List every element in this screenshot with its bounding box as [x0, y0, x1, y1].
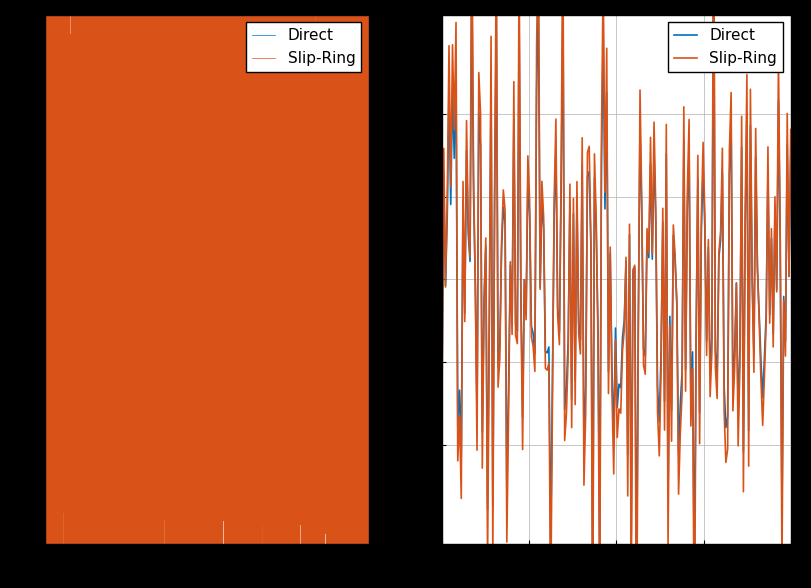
Direct: [530, 350, 540, 358]
Direct: [760, 353, 770, 360]
Legend: Direct, Slip-Ring: Direct, Slip-Ring: [247, 22, 362, 72]
Line: Direct: Direct: [45, 0, 369, 588]
Slip-Ring: [54, 308, 63, 315]
Legend: Direct, Slip-Ring: Direct, Slip-Ring: [668, 22, 783, 72]
Direct: [502, 489, 512, 496]
Direct: [103, 280, 113, 288]
Direct: [199, 220, 208, 228]
Slip-Ring: [760, 372, 770, 379]
Direct: [54, 247, 63, 254]
Direct: [41, 338, 51, 345]
Line: Slip-Ring: Slip-Ring: [45, 0, 369, 588]
Line: Slip-Ring: Slip-Ring: [442, 0, 791, 588]
Slip-Ring: [437, 399, 447, 406]
Direct: [364, 220, 374, 227]
Direct: [347, 240, 357, 247]
Slip-Ring: [103, 50, 113, 57]
Line: Direct: Direct: [442, 0, 791, 588]
Slip-Ring: [458, 178, 468, 185]
Direct: [786, 155, 796, 162]
Slip-Ring: [451, 19, 461, 26]
Slip-Ring: [502, 539, 512, 546]
Direct: [40, 233, 49, 240]
Slip-Ring: [786, 126, 796, 133]
Direct: [59, 314, 69, 321]
Direct: [458, 196, 468, 203]
Direct: [437, 376, 447, 383]
Slip-Ring: [199, 547, 208, 554]
Slip-Ring: [530, 368, 540, 375]
Direct: [451, 68, 461, 75]
Slip-Ring: [772, 288, 782, 295]
Direct: [772, 286, 782, 293]
